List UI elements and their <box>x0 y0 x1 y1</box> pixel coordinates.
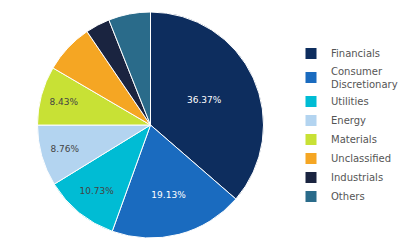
svg-text:Materials: Materials <box>331 134 377 145</box>
svg-text:8.76%: 8.76% <box>50 144 79 154</box>
svg-text:Utilities: Utilities <box>331 96 369 107</box>
svg-text:Industrials: Industrials <box>331 172 383 183</box>
svg-text:Unclassified: Unclassified <box>331 153 391 164</box>
svg-text:Energy: Energy <box>331 115 366 126</box>
svg-text:ConsumerDiscretionary: ConsumerDiscretionary <box>331 66 398 90</box>
svg-text:8.43%: 8.43% <box>50 97 79 107</box>
svg-text:Others: Others <box>331 191 365 202</box>
svg-text:36.37%: 36.37% <box>187 95 222 105</box>
svg-text:10.73%: 10.73% <box>80 186 115 196</box>
svg-text:19.13%: 19.13% <box>151 190 186 200</box>
svg-text:Financials: Financials <box>331 48 380 59</box>
